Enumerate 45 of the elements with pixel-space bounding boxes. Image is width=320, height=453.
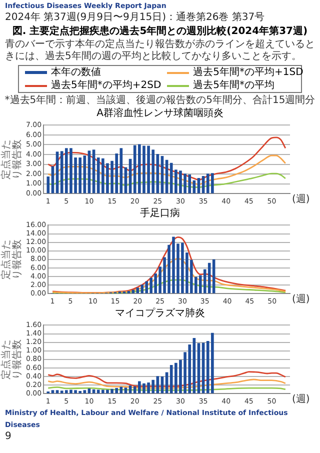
bar — [192, 180, 196, 194]
x-axis-title: (週) — [292, 194, 310, 206]
line-series — [47, 172, 286, 188]
chart-title: A群溶血性レンサ球菌咽頭炎 — [96, 108, 224, 119]
text: 図. 主要定点把握疾患の過去5年間との週別比較(2024年第37週) — [11, 26, 309, 38]
bar — [128, 385, 132, 394]
bar — [56, 390, 59, 394]
bar — [212, 259, 216, 294]
x-axis-title: (週) — [292, 394, 310, 406]
bar — [46, 176, 50, 194]
line-series — [52, 279, 286, 294]
bar — [124, 167, 128, 194]
bar — [132, 290, 135, 294]
legend-label: 過去5年間*の平均+1SD — [193, 66, 304, 79]
line-series — [52, 258, 286, 294]
bar — [208, 262, 211, 294]
bar — [156, 376, 160, 394]
text: *過去5年間：前週、当該週、後週の報告数の5年間分、合計15週間分 — [4, 95, 316, 107]
line-series — [47, 371, 286, 388]
bar — [136, 288, 140, 294]
line-series — [47, 154, 286, 186]
line-series — [47, 378, 286, 389]
chart-title: 手足口病 — [139, 208, 181, 219]
bar — [88, 388, 91, 394]
line-series — [52, 236, 286, 294]
bar — [51, 390, 54, 394]
legend-label: 過去5年間*の平均+2SD — [51, 79, 162, 92]
text: 2024年 第37週(9月9日〜9月15日)：通巻第26巻 第37号 — [5, 12, 265, 24]
bar — [165, 372, 168, 394]
bar — [197, 178, 200, 194]
chart-title: マイコプラズマ肺炎 — [114, 308, 206, 319]
y-axis-title: 定点当たり報告数 — [0, 339, 24, 380]
bar — [51, 166, 54, 194]
line-series — [47, 136, 286, 181]
x-axis-title: (週) — [292, 294, 310, 306]
bar — [202, 176, 205, 194]
bar — [140, 284, 144, 294]
text: 9 — [5, 431, 12, 443]
bar — [92, 389, 96, 394]
text: 青のバーで示す本年の定点当たり報告数が赤のラインを超えているときには、過去5年間の週の平均と比較してかなり多いことを示す。 — [5, 39, 315, 63]
bar — [124, 388, 128, 394]
legend-label: 過去5年間*の平均 — [193, 79, 275, 92]
y-axis-title: 定点当たり報告数 — [0, 239, 24, 280]
legend-label: 本年の数値 — [51, 66, 101, 79]
y-axis-title: 定点当たり報告数 — [0, 139, 24, 180]
